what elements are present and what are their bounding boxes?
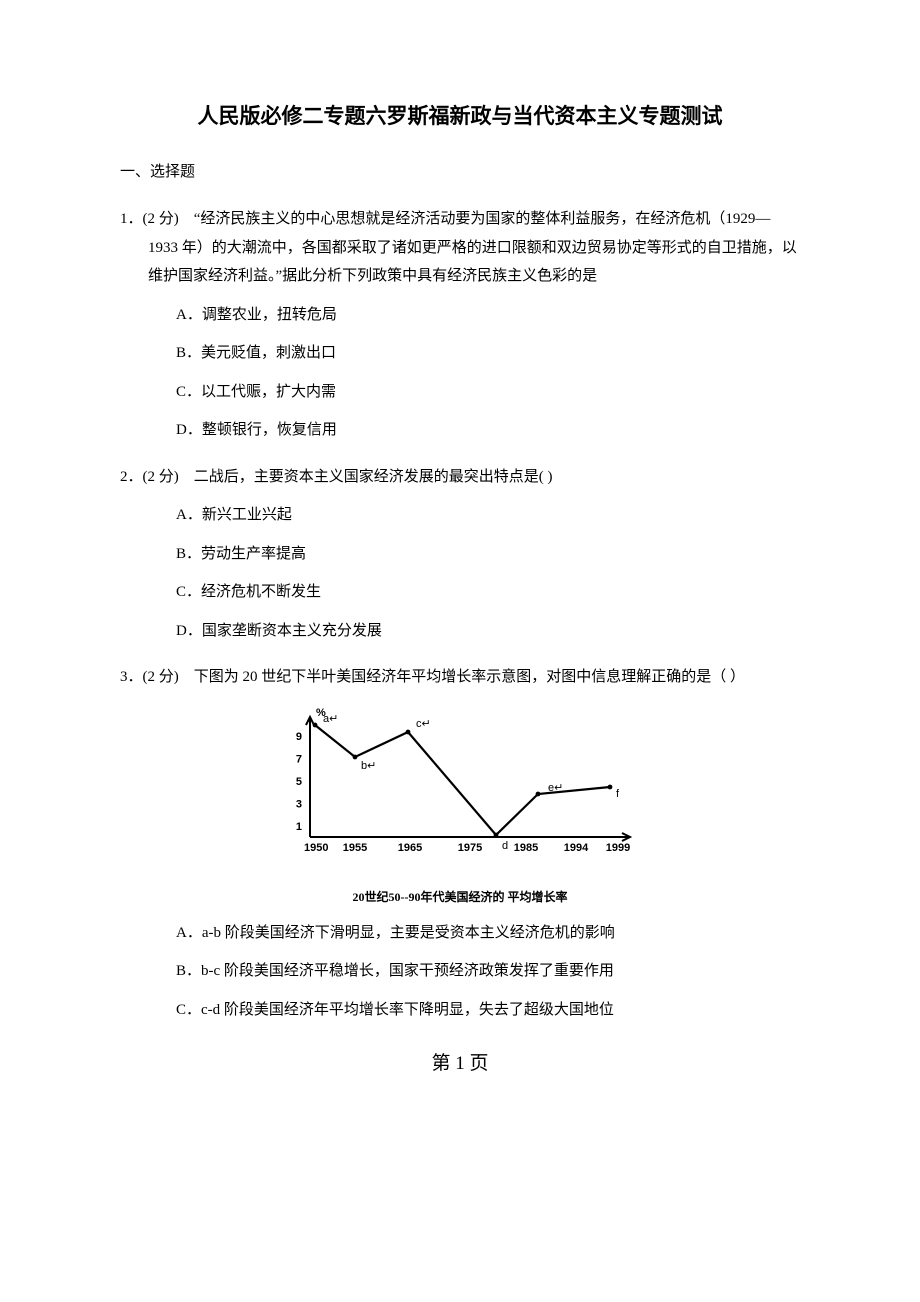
q1-option-c: C．以工代赈，扩大内需 — [176, 378, 800, 407]
question-3: 3．(2 分) 下图为 20 世纪下半叶美国经济年平均增长率示意图，对图中信息理… — [120, 663, 800, 1024]
q1-number: 1． — [120, 211, 143, 227]
svg-text:1: 1 — [296, 820, 302, 832]
q3-option-a: A．a-b 阶段美国经济下滑明显，主要是受资本主义经济危机的影响 — [176, 919, 800, 948]
svg-text:a↵: a↵ — [323, 713, 338, 725]
q1-option-b: B．美元贬值，刺激出口 — [176, 339, 800, 368]
q2-option-c: C．经济危机不断发生 — [176, 578, 800, 607]
q3-stem: 3．(2 分) 下图为 20 世纪下半叶美国经济年平均增长率示意图，对图中信息理… — [120, 663, 800, 692]
q1-text: “经济民族主义的中心思想就是经济活动要为国家的整体利益服务，在经济危机（1929… — [148, 211, 797, 284]
q3-points: (2 分) — [143, 669, 179, 685]
q3-number: 3． — [120, 669, 143, 685]
svg-text:1950: 1950 — [304, 842, 328, 854]
q2-option-d: D．国家垄断资本主义充分发展 — [176, 617, 800, 646]
svg-text:d: d — [502, 840, 508, 852]
q1-stem: 1．(2 分) “经济民族主义的中心思想就是经济活动要为国家的整体利益服务，在经… — [120, 205, 800, 291]
svg-text:1965: 1965 — [398, 842, 422, 854]
q1-points: (2 分) — [143, 211, 179, 227]
svg-text:e↵: e↵ — [548, 782, 563, 794]
q2-options: A．新兴工业兴起 B．劳动生产率提高 C．经济危机不断发生 D．国家垄断资本主义… — [120, 501, 800, 645]
svg-text:c↵: c↵ — [416, 718, 431, 730]
q1-option-d: D．整顿银行，恢复信用 — [176, 416, 800, 445]
q3-chart: %135791950195519651975198519941999a↵b↵c↵… — [120, 702, 800, 909]
svg-text:7: 7 — [296, 753, 302, 765]
q2-text: 二战后，主要资本主义国家经济发展的最突出特点是( ) — [194, 469, 553, 485]
q3-text: 下图为 20 世纪下半叶美国经济年平均增长率示意图，对图中信息理解正确的是（ ） — [194, 669, 745, 685]
chart-caption: 20世纪50--90年代美国经济的 平均增长率 — [120, 886, 800, 909]
page-title: 人民版必修二专题六罗斯福新政与当代资本主义专题测试 — [120, 100, 800, 130]
svg-text:1985: 1985 — [514, 842, 538, 854]
q2-stem: 2．(2 分) 二战后，主要资本主义国家经济发展的最突出特点是( ) — [120, 463, 800, 492]
q1-option-a: A．调整农业，扭转危局 — [176, 301, 800, 330]
svg-text:f: f — [616, 788, 620, 800]
svg-text:3: 3 — [296, 798, 302, 810]
svg-text:9: 9 — [296, 731, 302, 743]
q3-options: A．a-b 阶段美国经济下滑明显，主要是受资本主义经济危机的影响 B．b-c 阶… — [120, 919, 800, 1025]
q1-options: A．调整农业，扭转危局 B．美元贬值，刺激出口 C．以工代赈，扩大内需 D．整顿… — [120, 301, 800, 445]
q3-option-b: B．b-c 阶段美国经济平稳增长，国家干预经济政策发挥了重要作用 — [176, 957, 800, 986]
q2-option-a: A．新兴工业兴起 — [176, 501, 800, 530]
q3-option-c: C．c-d 阶段美国经济年平均增长率下降明显，失去了超级大国地位 — [176, 996, 800, 1025]
question-2: 2．(2 分) 二战后，主要资本主义国家经济发展的最突出特点是( ) A．新兴工… — [120, 463, 800, 646]
section-header: 一、选择题 — [120, 160, 800, 181]
svg-text:b↵: b↵ — [361, 760, 376, 772]
svg-text:1955: 1955 — [343, 842, 367, 854]
svg-text:5: 5 — [296, 776, 302, 788]
q2-points: (2 分) — [143, 469, 179, 485]
line-chart-svg: %135791950195519651975198519941999a↵b↵c↵… — [270, 702, 650, 872]
page-number: 第 1 页 — [120, 1048, 800, 1075]
question-1: 1．(2 分) “经济民族主义的中心思想就是经济活动要为国家的整体利益服务，在经… — [120, 205, 800, 445]
svg-text:1994: 1994 — [564, 842, 589, 854]
svg-text:1975: 1975 — [458, 842, 482, 854]
svg-text:1999: 1999 — [606, 842, 630, 854]
q2-number: 2． — [120, 469, 143, 485]
q2-option-b: B．劳动生产率提高 — [176, 540, 800, 569]
